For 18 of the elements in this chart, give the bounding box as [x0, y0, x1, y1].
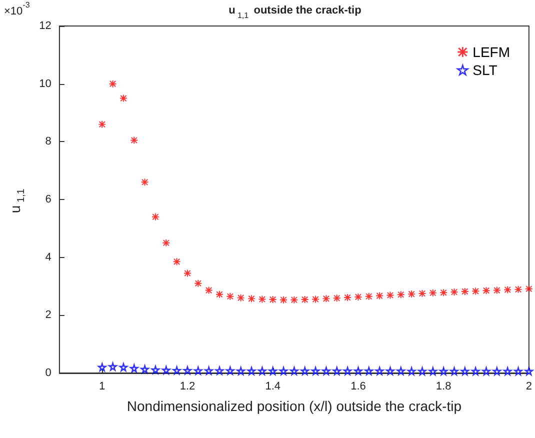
x-tick-label: 2: [526, 380, 532, 392]
x-tick-label: 1: [99, 380, 106, 392]
legend-label: SLT: [472, 62, 498, 78]
y-tick-label: 8: [45, 136, 52, 148]
y-tick-label: 4: [45, 251, 52, 264]
point: [162, 366, 170, 374]
y-tick-label: 12: [39, 20, 52, 32]
y-tick-label: 10: [39, 78, 52, 90]
y-tick-label: 2: [45, 309, 52, 322]
x-tick-label: 1.2: [180, 380, 196, 392]
x-tick-label: 1.4: [265, 380, 280, 392]
x-tick-label: 1.6: [350, 380, 366, 392]
y-axis-title: u1,1: [7, 188, 27, 214]
x-tick-label: 1.8: [436, 380, 452, 392]
y-tick-label: 0: [45, 367, 52, 379]
legend-label: LEFM: [472, 44, 510, 60]
y-tick-label: 6: [45, 194, 52, 206]
x-axis-title: Nondimensionalized position (x/l) outside the crack-tip: [126, 398, 462, 414]
